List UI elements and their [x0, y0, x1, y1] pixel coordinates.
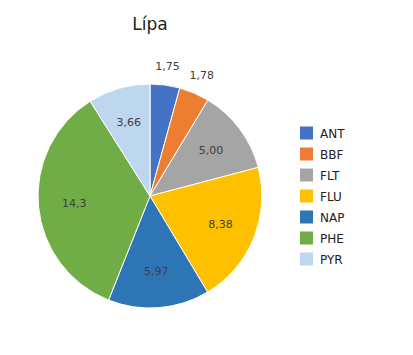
- legend-label: NAP: [320, 211, 344, 225]
- legend-label: PHE: [320, 232, 344, 246]
- legend-swatch: [300, 190, 313, 203]
- chart-container: Lípa 1,75 1,78 5,00 8,38 5,97 14,3 3,66 ANT BBF FL…: [0, 0, 413, 355]
- data-label: 3,66: [117, 116, 142, 129]
- pie-slice: [90, 84, 150, 196]
- data-label: 1,75: [155, 60, 180, 73]
- legend-swatch: [300, 127, 313, 140]
- chart-title: Lípa: [132, 14, 167, 34]
- data-label: 14,3: [62, 197, 87, 210]
- legend-label: ANT: [320, 127, 345, 141]
- data-label: 1,78: [190, 69, 215, 82]
- data-label: 5,00: [199, 144, 224, 157]
- legend-label: FLT: [320, 169, 340, 183]
- legend-swatch: [300, 253, 313, 266]
- data-label: 8,38: [208, 218, 233, 231]
- legend-swatch: [300, 148, 313, 161]
- background: [0, 0, 413, 355]
- data-labels: 1,75 1,78 5,00 8,38 5,97 14,3 3,66: [62, 60, 233, 279]
- legend-swatch: [300, 211, 313, 224]
- legend-label: PYR: [320, 253, 343, 267]
- slices: [38, 84, 262, 308]
- data-label: 5,97: [144, 265, 169, 278]
- chart-svg: Lípa 1,75 1,78 5,00 8,38 5,97 14,3 3,66 ANT BBF FL…: [0, 0, 413, 355]
- legend-label: FLU: [320, 190, 342, 204]
- legend-swatch: [300, 169, 313, 182]
- legend-swatch: [300, 232, 313, 245]
- legend-label: BBF: [320, 148, 343, 162]
- legend: ANT BBF FLT FLU NAP PHE PYR: [300, 127, 345, 267]
